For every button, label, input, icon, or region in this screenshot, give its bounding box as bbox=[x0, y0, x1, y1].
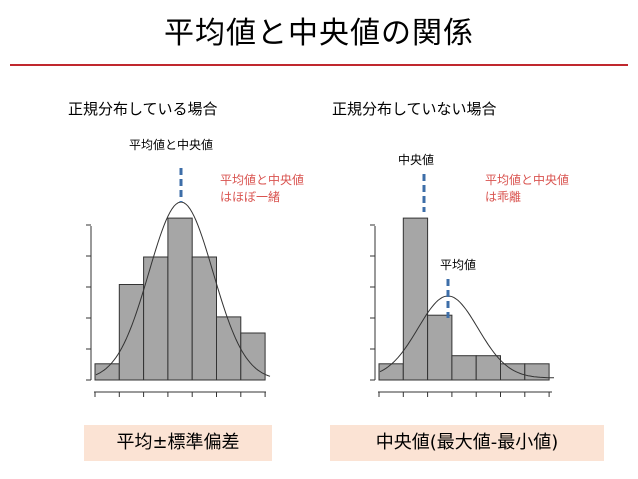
slide-title: 平均値と中央値の関係 bbox=[164, 16, 474, 51]
left-note-line-1: 平均値と中央値 bbox=[220, 172, 304, 187]
right-note-line-2: は乖離 bbox=[485, 190, 521, 204]
mean-median-label: 平均値と中央値 bbox=[129, 137, 213, 152]
right-panel-heading: 正規分布していない場合 bbox=[332, 100, 497, 118]
histogram-bar bbox=[143, 256, 169, 381]
histogram-bar bbox=[427, 314, 453, 381]
histogram-bars bbox=[94, 217, 266, 381]
histogram-bar bbox=[94, 363, 120, 381]
y-axis bbox=[86, 224, 92, 381]
left-panel-heading: 正規分布している場合 bbox=[68, 100, 218, 118]
right-note-line-1: 平均値と中央値 bbox=[485, 172, 569, 187]
density-curve bbox=[379, 295, 554, 379]
left-note-line-2: はほぼ一緒 bbox=[220, 189, 280, 204]
right-summary-label: 中央値(最大値-最小値) bbox=[330, 425, 604, 461]
y-axis bbox=[370, 224, 376, 381]
histogram-bar bbox=[402, 217, 429, 381]
histogram-bar bbox=[500, 363, 526, 381]
histogram-bar bbox=[118, 284, 145, 381]
histogram-bars bbox=[378, 217, 550, 381]
histogram-bar bbox=[216, 316, 242, 381]
density-curve bbox=[95, 201, 271, 377]
histogram-bar bbox=[167, 217, 193, 381]
skewed-distribution-histogram: 中央値 平均値 平均値と中央値 は乖離 bbox=[370, 152, 569, 397]
histogram-bar bbox=[451, 355, 477, 381]
x-axis bbox=[378, 391, 552, 397]
x-axis bbox=[94, 391, 266, 397]
histogram-bar bbox=[378, 363, 404, 381]
histogram-bar bbox=[475, 355, 501, 381]
mean-label: 平均値 bbox=[440, 257, 476, 272]
histogram-bar bbox=[191, 256, 217, 381]
left-summary-label: 平均±標準偏差 bbox=[84, 425, 272, 461]
median-label: 中央値 bbox=[398, 152, 434, 167]
normal-distribution-histogram: 平均値と中央値 平均値と中央値 はほぼ一緒 bbox=[86, 137, 304, 397]
title-divider bbox=[10, 64, 628, 66]
